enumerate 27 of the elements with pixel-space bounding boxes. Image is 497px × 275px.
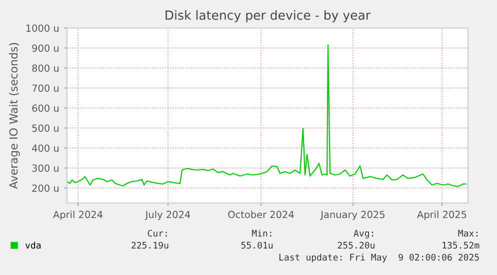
- text: 255.20u: [338, 242, 374, 249]
- text: 135.52m: [442, 242, 480, 249]
- text: Max:: [458, 230, 478, 237]
- line-series: [67, 44, 467, 188]
- y-tick-label: 600 u: [32, 104, 58, 112]
- text: Min:: [252, 230, 272, 237]
- text: Avg:: [354, 230, 374, 238]
- text: Cur:: [148, 230, 167, 237]
- x-tick-label: January 2025: [320, 210, 384, 220]
- y-tick-label: 700 u: [32, 84, 58, 92]
- y-tick-label: 1000 u: [26, 24, 58, 32]
- chart-title: Disk latency per device - by year: [166, 10, 371, 22]
- y-tick-label: 800 u: [32, 64, 58, 72]
- y-tick-label: 300 u: [32, 164, 58, 172]
- x-tick-label: October 2024: [228, 210, 294, 218]
- x-tick-label: April 2025: [417, 210, 466, 220]
- x-tick-label: July 2024: [144, 210, 190, 220]
- y-tick-label: 200 u: [32, 184, 58, 192]
- y-tick-label: 900 u: [32, 44, 58, 52]
- y-tick-label: 500 u: [32, 124, 58, 132]
- y-tick-label: 400 u: [32, 144, 58, 152]
- legend-label: vda: [25, 242, 41, 249]
- text: 225.19u: [132, 242, 168, 249]
- text: 55.01u: [241, 242, 273, 249]
- y-axis-title: Average IO Wait (seconds): [9, 43, 20, 189]
- x-tick-label: April 2024: [53, 210, 102, 220]
- text: Last update: Fri May 9 02:00:06 2025: [279, 254, 479, 262]
